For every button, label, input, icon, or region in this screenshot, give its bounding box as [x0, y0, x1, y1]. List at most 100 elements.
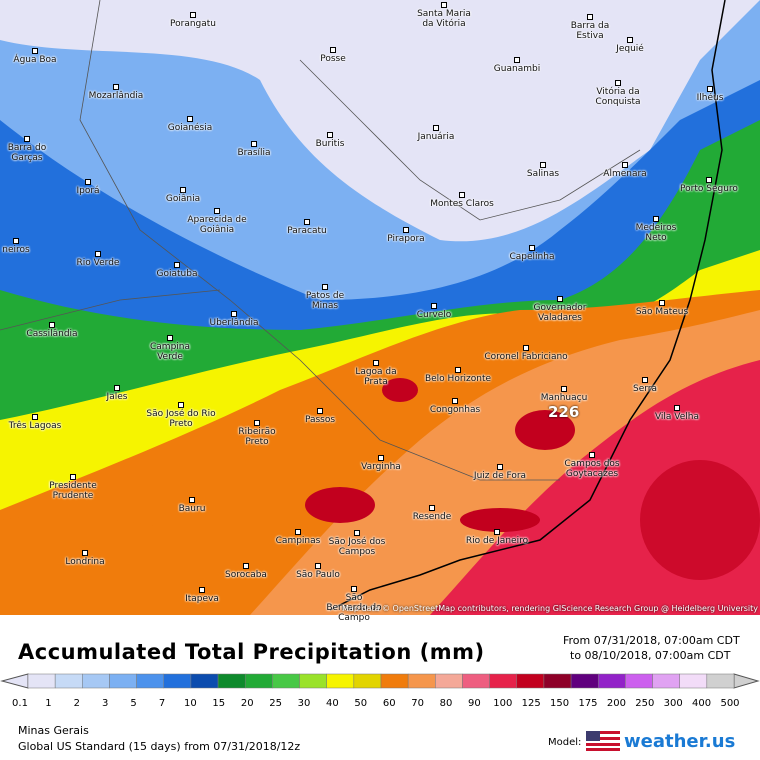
city-label: Congonhas: [425, 398, 485, 415]
city-label: Passos: [295, 408, 345, 425]
model-label: Model:: [548, 737, 582, 748]
city-label: Capelinha: [502, 245, 562, 262]
color-swatch: [326, 673, 355, 689]
city-label: Campos dos Goytacazes: [547, 452, 637, 479]
city-label: Manhuaçu: [539, 386, 589, 403]
level-label: 125: [522, 698, 541, 709]
color-swatch: [625, 673, 653, 689]
color-swatch: [244, 673, 273, 689]
color-swatch: [652, 673, 680, 689]
city-label: Itapeva: [177, 587, 227, 604]
color-swatch: [516, 673, 545, 689]
color-swatch: [407, 673, 436, 689]
city-label: Porangatu: [163, 12, 223, 29]
arrow-left: [0, 673, 29, 689]
city-label: Jales: [97, 385, 137, 402]
city-label: Lagoa da Prata: [351, 360, 401, 387]
level-label: 0.1: [12, 698, 28, 709]
city-label: Água Boa: [5, 48, 65, 65]
city-label: Três Lagoas: [5, 414, 65, 431]
colorbar: 0.1 1 2 3 5 7 10 15 20 25 30 40 50 60 70 80 90 100 125 150 1…: [0, 673, 760, 709]
city-label: Presidente Prudente: [38, 474, 108, 501]
us-flag: [586, 731, 620, 751]
city-label: Juiz de Fora: [465, 464, 535, 481]
city-label: Vila Velha: [647, 405, 707, 422]
city-label: Porto Seguro: [674, 177, 744, 194]
city-label: Rio de Janeiro: [457, 529, 537, 546]
color-swatch: [353, 673, 382, 689]
color-swatch: [272, 673, 300, 689]
level-label: 25: [269, 698, 282, 709]
city-label: Patos de Minas: [300, 284, 350, 311]
city-label: São José dos Campos: [327, 530, 387, 557]
time-from: From 07/31/2018, 07:00am CDT: [563, 634, 740, 647]
brand: weather.us: [624, 731, 736, 752]
city-label: neiros: [0, 238, 36, 255]
city-label: Posse: [313, 47, 353, 64]
city-label: Varginha: [356, 455, 406, 472]
level-label: 250: [635, 698, 654, 709]
time-to: to 08/10/2018, 07:00am CDT: [570, 649, 731, 662]
color-swatch: [82, 673, 110, 689]
level-label: 15: [212, 698, 225, 709]
level-label: 100: [493, 698, 512, 709]
color-swatch: [217, 673, 246, 689]
level-label: 500: [720, 698, 739, 709]
city-label: Coronel Fabriciano: [476, 345, 576, 362]
city-label: Serra: [625, 377, 665, 394]
level-label: 3: [102, 698, 108, 709]
level-label: 2: [74, 698, 80, 709]
city-label: Ilhéus: [690, 86, 730, 103]
level-label: 7: [159, 698, 165, 709]
level-label: 90: [468, 698, 481, 709]
city-label: São José do Rio Preto: [141, 402, 221, 429]
level-label: 60: [383, 698, 396, 709]
model-run: Global US Standard (15 days) from 07/31/…: [18, 740, 301, 753]
arrow-right: [733, 673, 760, 689]
city-label: Almenara: [595, 162, 655, 179]
city-label: Guanambi: [487, 57, 547, 74]
city-label: Paracatu: [282, 219, 332, 236]
level-label: 30: [298, 698, 311, 709]
region: Minas Gerais: [18, 724, 89, 737]
level-label: 150: [550, 698, 569, 709]
color-swatch: [27, 673, 56, 689]
city-label: Sorocaba: [221, 563, 271, 580]
color-swatch: [380, 673, 409, 689]
color-swatch: [54, 673, 83, 689]
level-label: 300: [664, 698, 683, 709]
city-label: Montes Claros: [422, 192, 502, 209]
level-label: 200: [607, 698, 626, 709]
color-swatch: [435, 673, 463, 689]
color-swatch: [597, 673, 626, 689]
city-label: Barra do Garças: [0, 136, 57, 163]
city-label: Buritis: [305, 132, 355, 149]
city-label: Medeiros Neto: [631, 216, 681, 243]
color-swatch: [136, 673, 165, 689]
city-label: Governador Valadares: [530, 296, 590, 323]
color-swatch: [679, 673, 708, 689]
color-swatch: [489, 673, 518, 689]
level-label: 175: [578, 698, 597, 709]
level-label: 50: [354, 698, 367, 709]
color-swatch: [570, 673, 599, 689]
city-label: Ribeirão Preto: [232, 420, 282, 447]
level-label: 10: [184, 698, 197, 709]
city-label: Rio Verde: [73, 251, 123, 268]
color-swatch: [190, 673, 219, 689]
level-label: 80: [440, 698, 453, 709]
city-label: Goiatuba: [152, 262, 202, 279]
city-label: Goianésia: [160, 116, 220, 133]
level-label: 400: [692, 698, 711, 709]
city-label: Iporá: [68, 179, 108, 196]
level-label: 1: [45, 698, 51, 709]
max-label: 226: [548, 403, 580, 421]
city-label: Santa Maria da Vitória: [414, 2, 474, 29]
city-label: Goiânia: [158, 187, 208, 204]
level-label: 40: [326, 698, 339, 709]
city-label: Campina Verde: [145, 335, 195, 362]
level-label: 5: [130, 698, 136, 709]
color-swatch: [299, 673, 327, 689]
city-label: São Mateus: [632, 300, 692, 317]
city-label: Salinas: [518, 162, 568, 179]
